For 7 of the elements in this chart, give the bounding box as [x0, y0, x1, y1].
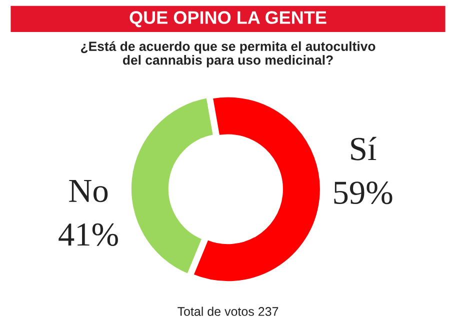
data-label: 59% — [334, 182, 392, 204]
data-label: 41% — [58, 223, 118, 246]
chart-subtitle: ¿Está de acuerdo que se permita el autocultivo del cannabis para uso medicinal? — [81, 41, 376, 68]
chart-title: QUE OPINO LA GENTE — [130, 11, 326, 28]
slice-label: Sí — [351, 136, 376, 160]
slice-label: No — [69, 180, 108, 202]
text: Total de votos 237 — [178, 306, 278, 316]
